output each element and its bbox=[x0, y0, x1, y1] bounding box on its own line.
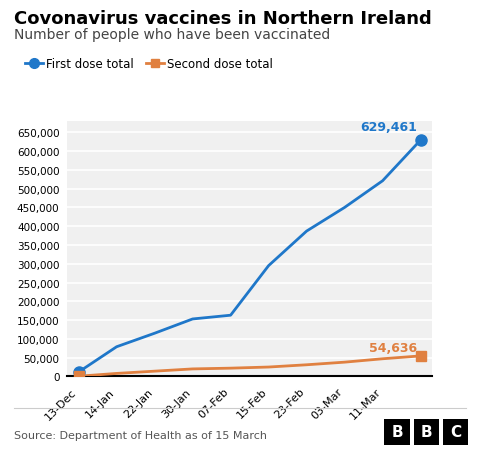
Text: Source: Department of Health as of 15 March: Source: Department of Health as of 15 Ma… bbox=[14, 430, 267, 440]
Text: 54,636: 54,636 bbox=[369, 341, 417, 354]
Text: B: B bbox=[391, 424, 403, 439]
Text: B: B bbox=[420, 424, 432, 439]
Text: C: C bbox=[450, 424, 461, 439]
Legend: First dose total, Second dose total: First dose total, Second dose total bbox=[20, 53, 277, 76]
FancyBboxPatch shape bbox=[414, 419, 439, 445]
FancyBboxPatch shape bbox=[384, 419, 409, 445]
Text: Number of people who have been vaccinated: Number of people who have been vaccinate… bbox=[14, 28, 331, 42]
Text: Covonavirus vaccines in Northern Ireland: Covonavirus vaccines in Northern Ireland bbox=[14, 10, 432, 28]
Text: 629,461: 629,461 bbox=[360, 121, 417, 134]
FancyBboxPatch shape bbox=[443, 419, 468, 445]
